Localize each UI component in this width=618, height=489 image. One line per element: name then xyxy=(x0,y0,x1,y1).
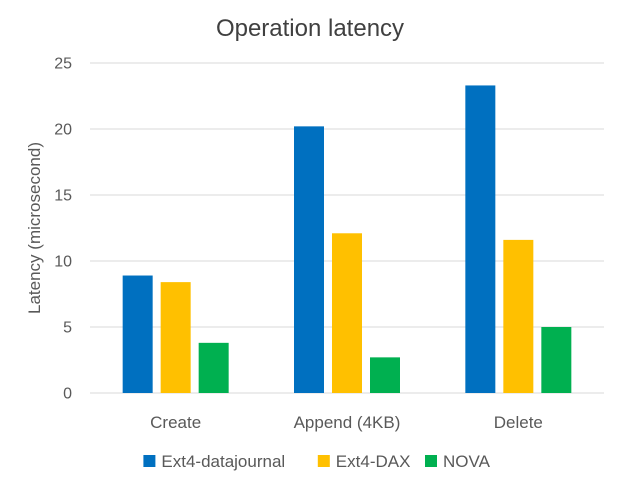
y-axis-ticks: 0 5 10 15 20 25 xyxy=(54,56,72,403)
y-axis-label: Latency (microsecond) xyxy=(25,142,44,314)
y-tick-label: 15 xyxy=(54,188,72,205)
legend-swatch xyxy=(143,455,156,467)
x-category-label: Delete xyxy=(494,413,543,432)
y-tick-label: 0 xyxy=(63,386,72,403)
legend: Ext4-datajournal Ext4-DAX NOVA xyxy=(143,452,491,471)
bar-ext4-datajournal-create xyxy=(122,275,153,393)
chart-title: Operation latency xyxy=(216,15,404,42)
legend-swatch xyxy=(317,455,330,467)
x-category-label: Append (4KB) xyxy=(294,413,401,432)
y-tick-label: 25 xyxy=(54,56,72,73)
bar-ext4-datajournal-append-4kb xyxy=(294,126,324,394)
legend-label: NOVA xyxy=(443,452,491,471)
y-tick-label: 5 xyxy=(63,320,72,337)
bar-nova-append-4kb xyxy=(370,357,400,393)
bar-nova-delete xyxy=(541,327,572,393)
bar-nova-create xyxy=(198,342,229,393)
x-axis-categories: Create Append (4KB) Delete xyxy=(150,413,543,432)
legend-label: Ext4-datajournal xyxy=(161,452,285,471)
legend-label: Ext4-DAX xyxy=(336,452,411,471)
bars xyxy=(122,85,572,394)
x-category-label: Create xyxy=(150,413,201,432)
bar-ext4-dax-append-4kb xyxy=(332,233,362,393)
y-tick-label: 10 xyxy=(54,254,72,271)
legend-swatch xyxy=(425,455,437,467)
y-tick-label: 20 xyxy=(54,122,72,139)
bar-ext4-dax-create xyxy=(160,282,191,393)
bar-ext4-datajournal-delete xyxy=(465,85,496,393)
bar-ext4-dax-delete xyxy=(503,239,534,393)
